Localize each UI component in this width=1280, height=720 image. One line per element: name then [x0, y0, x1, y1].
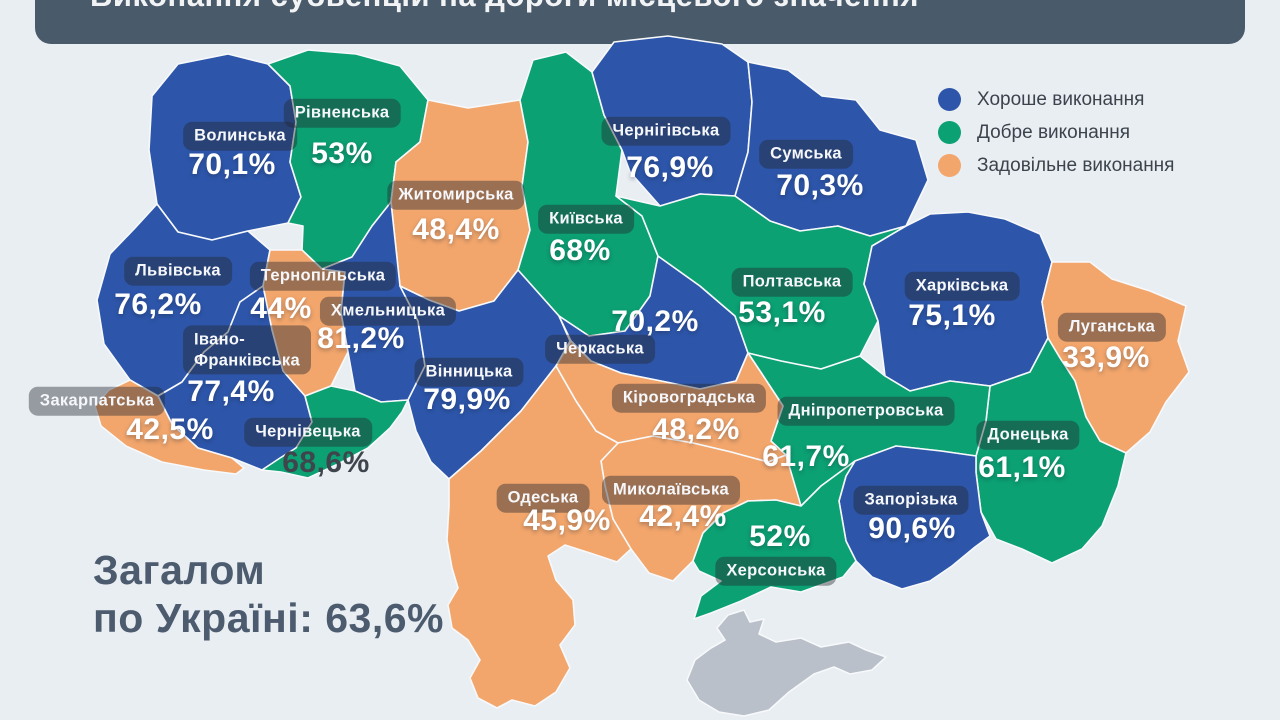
region-shape-zakarpatska — [94, 379, 245, 475]
region-value-chernivetska: 68,6% — [282, 446, 370, 479]
region-label-vinnytska: Вінницька — [414, 357, 524, 387]
region-label-sumska: Сумська — [759, 139, 853, 169]
region-value-luhanska: 33,9% — [1062, 341, 1150, 374]
header-bar: Виконання субвенцій на дороги місцевого … — [35, 0, 1245, 44]
legend-label-fair: Добре виконання — [977, 121, 1131, 143]
region-value-ivano-frankivska: 77,4% — [187, 375, 275, 408]
legend-row-fair: Добре виконання — [938, 121, 1174, 144]
legend-label-satisfactory: Задовільне виконання — [977, 154, 1175, 176]
region-label-kirovohradska: Кіровоградська — [611, 383, 767, 413]
region-label-ivano-frankivska: Івано-Франківська — [183, 325, 311, 375]
region-label-dnipropetrovska: Дніпропетровська — [777, 396, 955, 426]
region-value-lvivska: 76,2% — [114, 288, 202, 321]
region-value-kirovohradska: 48,2% — [652, 413, 740, 446]
region-value-volynska: 70,1% — [188, 148, 276, 181]
legend-dot-good — [938, 88, 961, 111]
region-label-poltavska: Полтавська — [731, 267, 853, 297]
region-label-zakarpatska: Закарпатська — [28, 386, 166, 416]
region-shape-khersonska — [692, 460, 857, 620]
region-shape-chernivetska — [261, 385, 409, 479]
region-value-chernihivska: 76,9% — [626, 151, 714, 184]
region-label-kyivska: Київська — [538, 204, 634, 234]
region-value-zaporizka: 90,6% — [868, 512, 956, 545]
region-value-poltavska: 53,1% — [738, 296, 826, 329]
region-label-odeska: Одеська — [496, 483, 590, 513]
region-label-rivnenska: Рівненська — [283, 98, 401, 128]
legend-row-satisfactory: Задовільне виконання — [938, 154, 1174, 177]
region-shape-crimea — [686, 609, 887, 717]
region-value-sumska: 70,3% — [776, 169, 864, 202]
region-value-kharkivska: 75,1% — [908, 299, 996, 332]
region-value-khmelnytska: 81,2% — [317, 322, 405, 355]
legend-row-good: Хороше виконання — [938, 88, 1174, 111]
region-label-luhanska: Луганська — [1057, 312, 1167, 342]
region-value-zhytomyrska: 48,4% — [412, 213, 500, 246]
page-title: Виконання субвенцій на дороги місцевого … — [90, 0, 919, 14]
region-label-zhytomyrska: Житомирська — [387, 180, 525, 210]
region-label-ternopilska: Тернопільська — [249, 261, 397, 291]
region-value-vinnytska: 79,9% — [423, 383, 511, 416]
region-value-ternopilska: 44% — [250, 292, 312, 325]
region-shape-odeska — [446, 365, 632, 709]
region-value-kyivska: 68% — [549, 234, 611, 267]
region-value-odeska: 45,9% — [523, 504, 611, 537]
region-label-khmelnytska: Хмельницька — [319, 296, 457, 326]
region-value-donetska: 61,1% — [978, 451, 1066, 484]
region-label-cherkaska: Черкаська — [545, 334, 655, 364]
region-label-donetska: Донецька — [976, 420, 1080, 450]
total-line1: Загалом — [93, 547, 266, 593]
region-value-khersonska: 52% — [749, 520, 811, 553]
region-label-chernivetska: Чернівецька — [244, 417, 372, 447]
region-label-zaporizka: Запорізька — [853, 485, 969, 515]
region-label-kharkivska: Харківська — [904, 271, 1020, 301]
region-value-rivnenska: 53% — [311, 137, 373, 170]
region-label-khersonska: Херсонська — [715, 556, 837, 586]
legend-label-good: Хороше виконання — [977, 88, 1145, 110]
region-label-lvivska: Львівська — [124, 256, 232, 286]
region-label-volynska: Волинська — [183, 121, 297, 151]
legend-dot-fair — [938, 121, 961, 144]
region-value-cherkaska: 70,2% — [611, 305, 699, 338]
region-label-chernihivska: Чернігівська — [601, 116, 731, 146]
region-value-zakarpatska: 42,5% — [126, 413, 214, 446]
legend: Хороше виконання Добре виконання Задовіл… — [938, 88, 1174, 187]
region-label-mykolaivska: Миколаївська — [602, 475, 740, 505]
legend-dot-satisfactory — [938, 154, 961, 177]
region-value-dnipropetrovska: 61,7% — [762, 440, 850, 473]
total-for-ukraine: Загалом по Україні: 63,6% — [93, 546, 444, 643]
region-value-mykolaivska: 42,4% — [639, 500, 727, 533]
total-line2: по Україні: 63,6% — [93, 595, 444, 642]
